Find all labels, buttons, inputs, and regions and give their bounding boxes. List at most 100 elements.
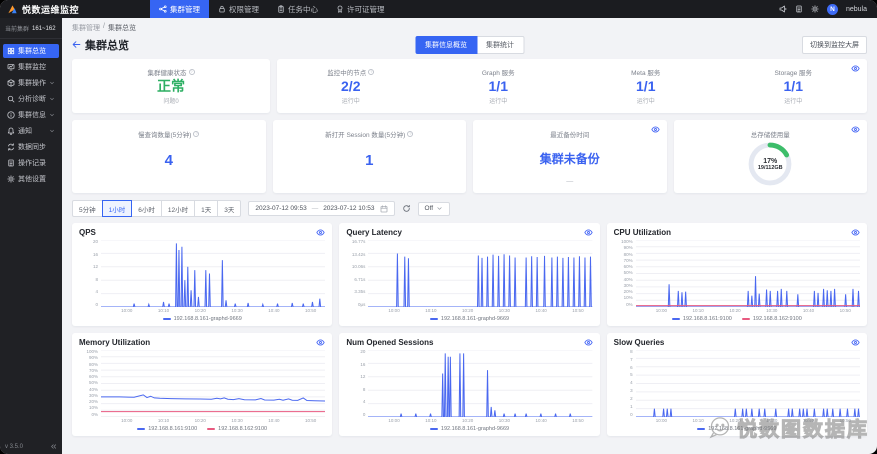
sessions-value: 1 <box>365 152 374 169</box>
settings-icon[interactable] <box>811 5 819 13</box>
doc-icon <box>7 159 15 167</box>
backup-sub: — <box>566 178 574 185</box>
sidebar-item-2[interactable]: 集群监控 <box>3 60 59 74</box>
cluster-name[interactable]: 161~162 <box>32 25 56 32</box>
sidebar-item-1[interactable]: 集群总览 <box>3 44 59 58</box>
eye-icon[interactable] <box>584 338 593 347</box>
storage-usage-title: 总存储使用量 <box>750 132 790 139</box>
switch-big-screen-button[interactable]: 切换到监控大屏 <box>802 35 867 54</box>
y-tick: 20 <box>92 239 98 244</box>
legend-item[interactable]: 192.168.8.161-graphd-9669 <box>697 426 776 432</box>
range-segment-2[interactable]: 1小时 <box>101 200 133 217</box>
back-arrow-icon[interactable] <box>72 40 81 49</box>
sidebar-item-8[interactable]: 操作记录 <box>3 156 59 170</box>
topnav-item-2[interactable]: 权限管理 <box>209 0 268 18</box>
y-tick: 0 <box>362 411 366 417</box>
sidebar-item-5[interactable]: 集群信息 <box>3 108 59 122</box>
chart-legend: 192.168.8.161-graphd-9669 <box>79 314 325 323</box>
eye-icon[interactable] <box>651 125 660 134</box>
legend-item[interactable]: 192.168.8.161-graphd-9669 <box>162 316 242 322</box>
topnav-item-1[interactable]: 集群管理 <box>150 0 209 18</box>
x-tick: 10:40 <box>802 308 815 313</box>
x-tick: 10:00 <box>388 308 400 313</box>
legend-label: 192.168.8.161-graphd-9669 <box>440 315 510 322</box>
x-tick: 10:40 <box>268 418 280 423</box>
date-range-picker[interactable]: 2023-07-12 09:53 — 2023-07-12 10:53 <box>248 201 395 216</box>
sidebar-item-label: 分析诊断 <box>18 96 46 103</box>
eye-icon[interactable] <box>316 228 325 237</box>
eye-icon[interactable] <box>851 125 860 134</box>
topnav-item-3[interactable]: 任务中心 <box>268 0 327 18</box>
eye-icon[interactable] <box>851 228 860 237</box>
announcement-icon[interactable] <box>779 5 787 13</box>
monitor-icon <box>7 63 15 71</box>
toggle-cluster-stats[interactable]: 集群统计 <box>477 35 524 54</box>
x-tick: 10:20 <box>461 308 474 313</box>
range-segment-6[interactable]: 3天 <box>217 200 242 217</box>
legend-item[interactable]: 192.168.8.161:9100 <box>671 316 732 322</box>
topbar: 悦数运维监控 集群管理 权限管理 任务中心 许可证管理 N nebula <box>0 0 877 18</box>
service-stat-3: Meta 服务 1/1 运行中 <box>572 67 720 105</box>
current-cluster-label: 当前集群 <box>5 27 30 33</box>
chart-title: Num Opened Sessions <box>346 338 434 347</box>
sidebar-item-4[interactable]: 分析诊断 <box>3 92 59 106</box>
range-segment-4[interactable]: 12小时 <box>160 200 196 217</box>
sidebar-item-7[interactable]: 数据同步 <box>3 140 59 154</box>
x-axis-labels: 10:00 10:10 10:20 10:30 10:40 10:50 <box>101 307 325 314</box>
range-segment-1[interactable]: 5分钟 <box>72 200 103 217</box>
x-tick: 10:30 <box>498 418 511 423</box>
service-value: 1/1 <box>783 77 803 94</box>
storage-usage-card: 总存储使用量 17% 19/112GB <box>673 120 867 193</box>
sidebar-item-9[interactable]: 其他设置 <box>3 172 59 186</box>
sidebar-item-6[interactable]: 通知 <box>3 124 59 138</box>
avatar[interactable]: N <box>826 3 838 15</box>
eye-icon[interactable] <box>851 64 860 73</box>
toggle-cluster-overview[interactable]: 集群信息概览 <box>415 35 477 54</box>
topnav-item-4[interactable]: 许可证管理 <box>327 0 394 18</box>
user-name[interactable]: nebula <box>845 5 867 13</box>
range-segment-5[interactable]: 1天 <box>194 200 219 217</box>
legend-item[interactable]: 192.168.8.161:9100 <box>137 426 197 432</box>
chevron-icon <box>49 112 55 118</box>
auto-refresh-dropdown[interactable]: Off <box>417 201 451 216</box>
y-tick: 20% <box>623 289 633 294</box>
docs-icon[interactable] <box>795 5 803 13</box>
eye-icon[interactable] <box>584 228 593 237</box>
service-title: Storage 服务 <box>774 67 812 77</box>
eye-icon[interactable] <box>851 338 860 347</box>
eye-icon[interactable] <box>316 338 325 347</box>
date-end[interactable]: 2023-07-12 10:53 <box>323 205 375 212</box>
range-segment-3[interactable]: 6小时 <box>131 200 162 217</box>
legend-item[interactable]: 192.168.8.162:9100 <box>207 426 267 432</box>
x-tick: 10:40 <box>268 308 280 313</box>
refresh-button[interactable] <box>402 204 411 213</box>
top-nav: 集群管理 权限管理 任务中心 许可证管理 <box>150 0 394 18</box>
chart-plot <box>101 240 326 307</box>
chart-header: QPS <box>79 228 325 237</box>
y-tick: 2 <box>630 395 633 401</box>
chart-title: Slow Queries <box>613 338 665 347</box>
chart-header: Query Latency <box>346 228 592 237</box>
topnav-label: 集群管理 <box>170 4 200 14</box>
chart-header: Memory Utilization <box>79 338 325 347</box>
x-tick: 10:20 <box>461 418 474 423</box>
breadcrumb: 集群管理 / 集群总览 <box>72 23 867 33</box>
box-icon <box>7 79 15 87</box>
legend-item[interactable]: 192.168.8.161-graphd-9669 <box>429 315 510 322</box>
x-tick: 10:20 <box>194 308 206 313</box>
service-sub: 运行中 <box>784 99 803 106</box>
sidebar-item-3[interactable]: 集群操作 <box>3 76 59 90</box>
brand: 悦数运维监控 <box>0 3 150 16</box>
breadcrumb-parent[interactable]: 集群管理 <box>72 25 100 32</box>
collapse-sidebar-icon[interactable] <box>50 443 57 450</box>
date-start[interactable]: 2023-07-12 09:53 <box>255 205 307 212</box>
y-tick: 10% <box>623 295 633 301</box>
x-tick: 10:50 <box>304 418 317 423</box>
service-stat-4: Storage 服务 1/1 运行中 <box>720 67 868 105</box>
service-sub: 运行中 <box>489 99 508 106</box>
legend-item[interactable]: 192.168.8.162:9100 <box>741 316 802 322</box>
backup-value: 集群未备份 <box>539 152 600 166</box>
y-tick: 1 <box>630 403 633 409</box>
filter-row: 5分钟 1小时 6小时 12小时 1天 3天 2023-07-12 09:53 — 202… <box>72 200 867 217</box>
legend-item[interactable]: 192.168.8.161-graphd-9669 <box>429 426 509 432</box>
